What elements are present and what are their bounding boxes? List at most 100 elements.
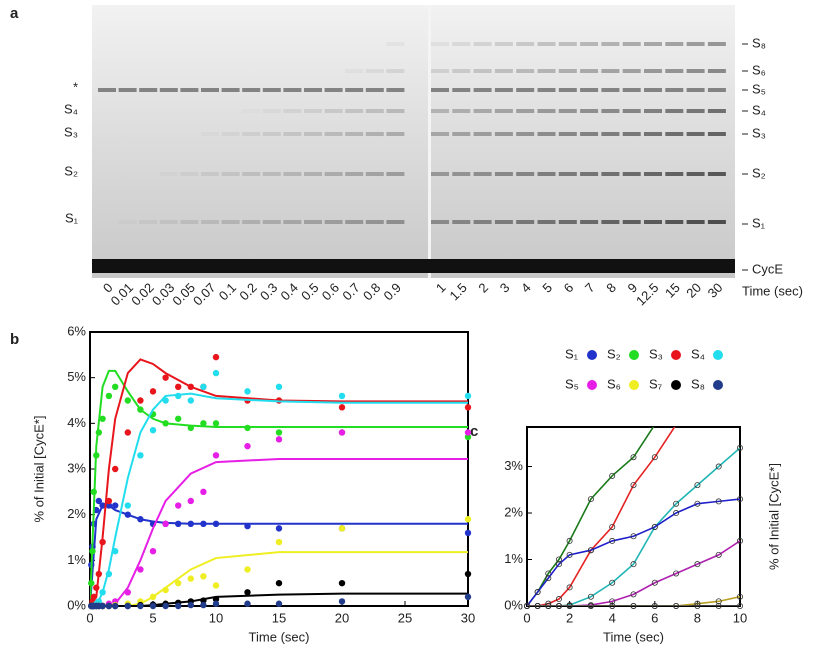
data-point	[609, 603, 616, 610]
data-point	[212, 369, 220, 377]
gel-band	[201, 172, 219, 176]
legend-swatch	[671, 350, 681, 360]
data-point	[464, 593, 472, 601]
data-point	[112, 548, 119, 555]
lane-label: 7	[582, 280, 598, 296]
band-label: S₄	[752, 102, 766, 117]
data-point	[275, 525, 283, 532]
gel-band	[139, 88, 158, 92]
legend-label: S₃	[649, 346, 663, 361]
y-tick-label: 4%	[67, 415, 86, 430]
data-point	[99, 602, 106, 610]
data-point	[93, 452, 100, 459]
legend-swatch	[671, 380, 681, 390]
gel-band	[580, 42, 599, 46]
legend-swatch	[629, 380, 639, 390]
data-point	[187, 383, 194, 390]
y-tick-label: 5%	[67, 369, 86, 384]
legend-swatch	[587, 350, 597, 360]
band-label: S₃	[752, 125, 766, 140]
gel-band	[707, 109, 726, 113]
plot-frame	[89, 331, 469, 607]
x-tick-label: 2	[566, 610, 573, 625]
data-point	[187, 497, 194, 505]
gel-band	[516, 69, 535, 73]
gel-band	[580, 220, 599, 224]
data-point	[175, 392, 182, 400]
x-tick-label: 0	[86, 610, 93, 625]
data-point	[545, 600, 552, 607]
x-tick-label: 4	[609, 610, 616, 625]
gel-band	[283, 109, 302, 113]
y-tick-label: 6%	[67, 323, 86, 338]
gel-band	[558, 220, 577, 224]
gel-band	[686, 172, 705, 176]
legend-swatch	[713, 380, 723, 390]
data-point	[338, 392, 346, 400]
gel-band	[324, 172, 343, 176]
gel-band	[644, 132, 662, 136]
gel-band	[473, 220, 492, 224]
data-point	[737, 603, 744, 610]
gel-band	[644, 88, 662, 92]
gel-band	[242, 109, 260, 113]
gel-band	[516, 220, 535, 224]
data-point	[124, 502, 131, 509]
gel-band	[262, 220, 281, 224]
data-point	[112, 465, 119, 473]
data-point	[737, 593, 744, 600]
data-point	[105, 497, 113, 505]
gel-band	[262, 88, 281, 92]
data-point	[112, 383, 119, 390]
data-point	[715, 498, 722, 505]
gel-band	[160, 172, 178, 176]
gel-band	[644, 69, 662, 73]
gel-band	[516, 172, 535, 176]
fit-line	[90, 592, 468, 606]
gel-band	[304, 88, 322, 92]
data-point	[464, 404, 472, 411]
legend-label: S₂	[607, 346, 621, 361]
gel-band	[262, 109, 281, 113]
gel-band	[386, 220, 405, 224]
data-point	[609, 523, 616, 530]
lane-label: 12.5	[633, 280, 662, 309]
gel-band	[707, 42, 726, 46]
data-point	[673, 510, 680, 517]
data-point	[715, 603, 722, 610]
data-point	[524, 603, 531, 610]
lane-label: 0.9	[381, 280, 404, 303]
gel-band	[601, 132, 620, 136]
data-point	[112, 502, 119, 509]
data-point	[275, 429, 283, 436]
gel-band	[221, 88, 240, 92]
data-point	[149, 388, 157, 395]
x-tick-label: 10	[733, 610, 747, 625]
data-point	[651, 454, 658, 461]
gel-band	[180, 172, 199, 176]
legend-label: S₇	[649, 376, 663, 391]
data-point	[90, 593, 97, 601]
fit-line	[90, 369, 468, 606]
gel-band	[516, 88, 535, 92]
gel-band	[324, 109, 343, 113]
data-point	[244, 522, 251, 530]
data-point	[555, 596, 562, 603]
gel-band	[180, 88, 199, 92]
gel-band	[601, 42, 620, 46]
data-point	[275, 579, 283, 587]
gel-band	[365, 88, 384, 92]
gel-band	[452, 132, 471, 136]
legend-label: S₆	[607, 376, 621, 391]
lane-label: 0.8	[360, 280, 383, 303]
data-point	[244, 388, 251, 395]
gel-band	[242, 88, 261, 92]
gel-band	[622, 109, 641, 113]
y-axis-label: % of Initial [CycE*]	[31, 416, 46, 523]
band-label: S₂	[752, 165, 766, 180]
lane-label: 5	[539, 280, 555, 296]
y-tick-label: 3%	[67, 460, 86, 475]
gel-band	[537, 109, 556, 113]
gel-band	[304, 220, 322, 224]
gel-band	[283, 88, 302, 92]
